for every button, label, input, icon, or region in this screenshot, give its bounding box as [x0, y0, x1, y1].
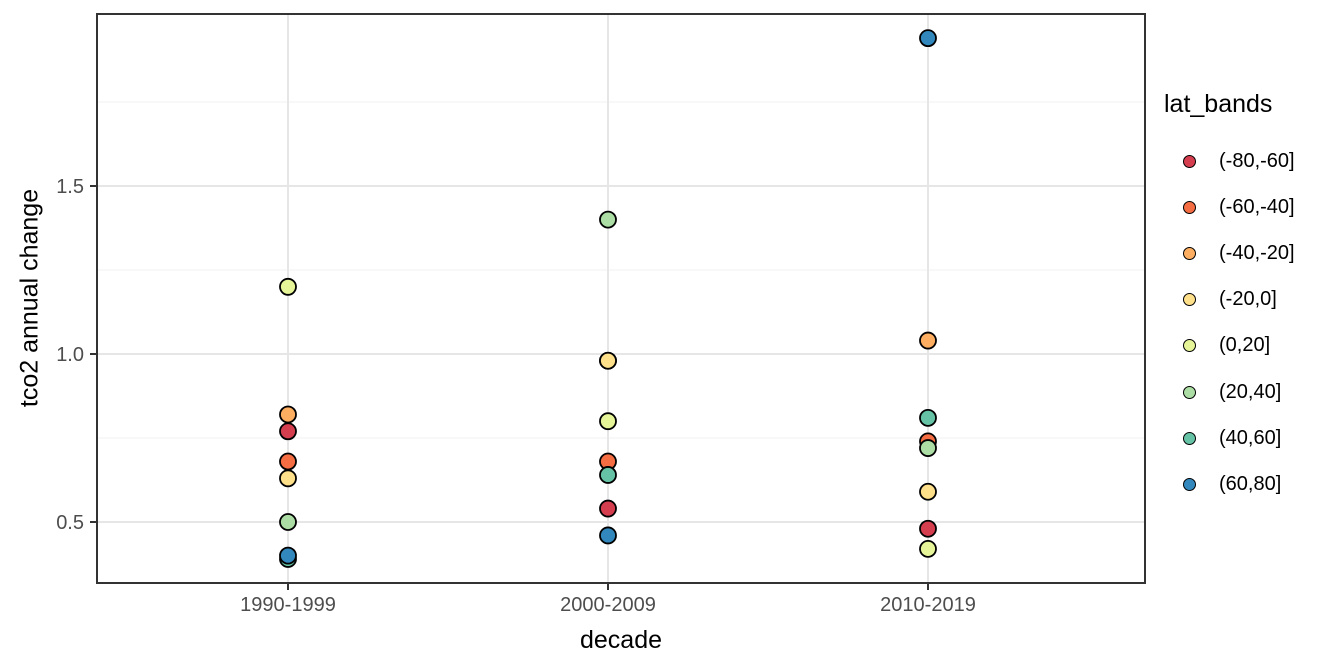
legend-item-label: (20,40]	[1219, 380, 1282, 403]
legend-key-point	[1183, 293, 1196, 307]
data-point	[279, 546, 297, 565]
y-tick-label: 1.5	[56, 176, 84, 198]
data-point	[279, 452, 297, 471]
x-tick-label: 1990-1999	[240, 594, 336, 616]
x-axis-title: decade	[579, 626, 663, 654]
legend-key-point	[1183, 246, 1196, 260]
y-tick-label: 1.0	[56, 344, 84, 366]
panel-border	[96, 13, 1146, 584]
legend-item-label: (-20,0]	[1219, 288, 1277, 311]
legend-item: (40,60]	[1160, 426, 1281, 450]
legend-item-label: (40,60]	[1219, 426, 1282, 449]
data-point	[599, 351, 617, 370]
legend-item-label: (-80,-60]	[1219, 149, 1295, 172]
data-point	[279, 277, 297, 296]
data-point	[919, 539, 937, 558]
legend-item-label: (60,80]	[1219, 472, 1282, 495]
data-point	[599, 466, 617, 484]
legend-item: (-20,0]	[1160, 288, 1277, 312]
legend-item: (-60,-40]	[1160, 195, 1295, 219]
legend-item: (0,20]	[1160, 334, 1270, 358]
data-point	[599, 499, 617, 518]
legend-key-point	[1183, 385, 1196, 399]
data-point	[279, 469, 297, 488]
data-point	[279, 422, 297, 441]
data-point	[599, 526, 617, 545]
x-tick-label: 2010-2019	[880, 594, 976, 616]
legend-key-point	[1183, 200, 1196, 214]
legend-title: lat_bands	[1164, 90, 1273, 118]
legend-item-label: (-60,-40]	[1219, 195, 1295, 218]
data-point	[599, 210, 617, 229]
data-point	[919, 519, 937, 538]
data-point	[919, 331, 937, 350]
legend-item: (-40,-20]	[1160, 241, 1295, 265]
legend-key-point	[1183, 339, 1196, 353]
legend-item: (60,80]	[1160, 472, 1281, 496]
legend-item-label: (0,20]	[1219, 334, 1271, 357]
data-point	[919, 408, 937, 427]
data-point	[919, 482, 937, 501]
data-point	[919, 29, 937, 48]
y-tick-label: 0.5	[56, 512, 84, 534]
legend-key-point	[1183, 431, 1196, 445]
data-point	[919, 439, 937, 457]
legend-key-point	[1183, 154, 1196, 168]
y-axis-title: tco2 annual change	[15, 188, 44, 408]
data-point	[279, 405, 297, 424]
panel-background	[97, 14, 1145, 583]
legend-item: (20,40]	[1160, 380, 1281, 404]
legend-key-point	[1183, 477, 1196, 491]
legend-item: (-80,-60]	[1160, 149, 1295, 173]
x-tick-label: 2000-2009	[560, 594, 656, 616]
legend-item-label: (-40,-20]	[1219, 241, 1295, 264]
data-point	[599, 412, 617, 431]
data-point	[279, 513, 297, 531]
